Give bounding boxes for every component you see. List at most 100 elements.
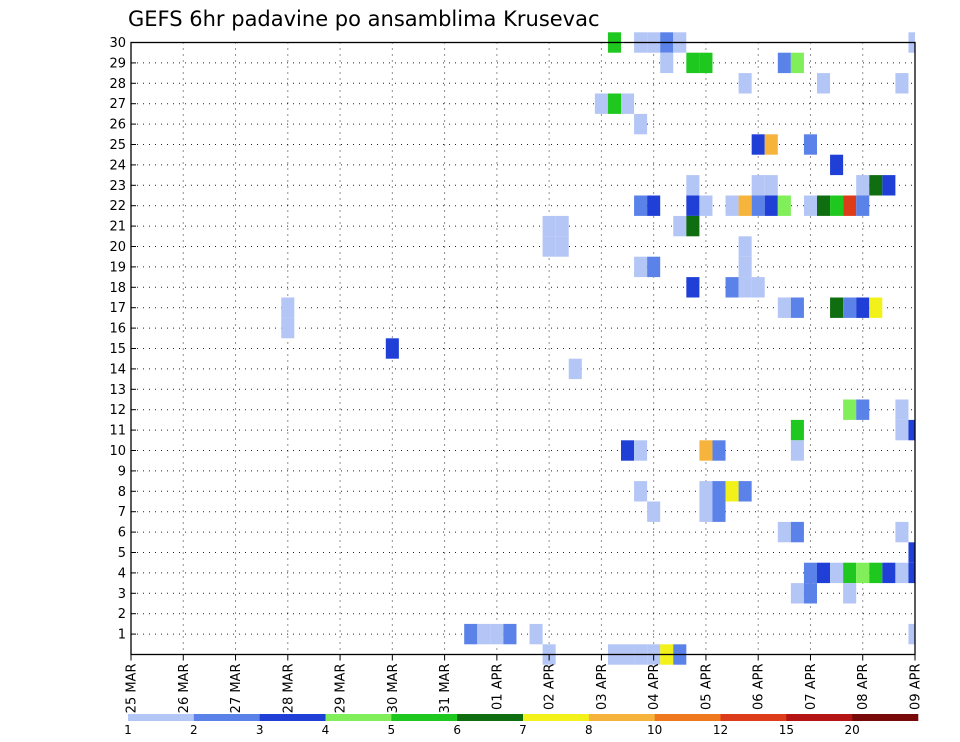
y-axis: 1234567891011121314151617181920212223242… (109, 36, 136, 643)
heatmap-cell (908, 542, 915, 563)
heatmap-cell (817, 562, 831, 584)
y-tick-label: 25 (109, 138, 126, 153)
colorbar-swatch (457, 714, 524, 721)
colorbar-label: 2 (190, 723, 198, 737)
heatmap-cell (503, 623, 517, 645)
y-tick-label: 1 (118, 628, 126, 643)
heatmap-cell (699, 195, 713, 216)
y-tick-label: 3 (118, 587, 126, 602)
heatmap-cell (686, 52, 700, 74)
heatmap-cell (843, 562, 857, 584)
y-tick-label: 4 (118, 566, 126, 581)
heatmap-cell (647, 501, 661, 522)
heatmap-cell (738, 195, 752, 216)
heatmap-cell (895, 73, 909, 94)
y-tick-label: 27 (109, 97, 126, 112)
heatmap-cell (764, 175, 778, 196)
heatmap-cell (777, 195, 791, 216)
x-tick-label: 07 APR (804, 664, 819, 710)
heatmap-cell (895, 419, 909, 441)
heatmap-cell (647, 195, 661, 216)
heatmap-cell (830, 195, 844, 216)
heatmap-cell (803, 134, 817, 155)
heatmap-cell (712, 440, 726, 461)
heatmap-cell (790, 521, 804, 543)
y-tick-label: 7 (118, 505, 126, 520)
heatmap-cell (725, 277, 739, 298)
x-tick-label: 27 MAR (229, 664, 244, 714)
heatmap-cell (660, 52, 674, 74)
x-axis: 25 MAR 26 MAR 27 MAR 28 MAR 29 MAR 30 MAR 31 M… (125, 654, 924, 714)
heatmap-cell (607, 93, 621, 114)
heatmap-cell (686, 195, 700, 216)
y-tick-label: 2 (118, 607, 126, 622)
heatmap-cell (621, 93, 635, 114)
heatmap-cell (542, 236, 556, 257)
heatmap-cell (281, 297, 295, 318)
heatmap-cell (895, 562, 909, 584)
x-tick-label: 04 APR (647, 664, 662, 710)
y-tick-label: 5 (118, 546, 126, 561)
y-tick-label: 17 (109, 301, 126, 316)
heatmap-cell (869, 562, 883, 584)
x-tick-label: 02 APR (543, 664, 558, 710)
heatmap-cell (856, 175, 870, 196)
x-tick-label: 31 MAR (438, 664, 453, 714)
heatmap-cell (790, 583, 804, 604)
y-tick-label: 24 (109, 158, 126, 173)
heatmap-cell (555, 236, 569, 257)
x-tick-label: 01 APR (490, 664, 505, 710)
colorbar-swatch (523, 714, 590, 721)
heatmap-cell (751, 175, 765, 196)
heatmap-cell (751, 134, 765, 155)
x-tick-label: 28 MAR (281, 664, 296, 714)
heatmap-cell (856, 562, 870, 584)
heatmap-cell (725, 195, 739, 216)
heatmap-cell (529, 623, 543, 645)
heatmap-cell (869, 175, 883, 196)
colorbar-label: 5 (388, 723, 396, 737)
heatmap-cell (764, 134, 778, 155)
heatmap-cell (895, 521, 909, 543)
y-tick-label: 19 (109, 260, 126, 275)
y-tick-label: 8 (118, 485, 126, 500)
colorbar-swatch (128, 714, 195, 721)
heatmap-cell (542, 215, 556, 237)
heatmap-cell (790, 52, 804, 74)
heatmap-cell (712, 501, 726, 522)
heatmap-cell (843, 297, 857, 318)
y-tick-label: 11 (109, 424, 126, 439)
colorbar-label: 6 (453, 723, 461, 737)
heatmap-cell (856, 297, 870, 318)
heatmap-cell (895, 399, 909, 420)
colorbar-label: 4 (322, 723, 330, 737)
heatmap-cell (385, 338, 399, 359)
y-tick-label: 23 (109, 179, 126, 194)
y-tick-label: 26 (109, 118, 126, 133)
heatmap-cell (621, 440, 635, 461)
heatmap-cell (673, 215, 687, 237)
heatmap-cell (830, 562, 844, 584)
heatmap-cell (634, 113, 648, 135)
heatmap-cell (843, 583, 857, 604)
heatmap-cell (738, 481, 752, 502)
heatmap-cell (803, 562, 817, 584)
heatmap-cell (843, 195, 857, 216)
heatmap-cell (490, 623, 504, 645)
x-tick-label: 06 APR (752, 664, 767, 710)
heatmap-cell (568, 358, 582, 380)
heatmap-cell (699, 52, 713, 74)
heatmap-cell (817, 195, 831, 216)
heatmap-cell (281, 317, 295, 339)
y-tick-label: 30 (109, 36, 126, 51)
heatmap-cells (281, 32, 915, 665)
y-tick-label: 16 (109, 322, 126, 337)
colorbar-swatch (654, 714, 721, 721)
y-tick-label: 18 (109, 281, 126, 296)
heatmap-cell (634, 440, 648, 461)
heatmap-cell (477, 623, 491, 645)
colorbar-swatch (325, 714, 392, 721)
heatmap-cell (699, 440, 713, 461)
heatmap-cell (725, 481, 739, 502)
